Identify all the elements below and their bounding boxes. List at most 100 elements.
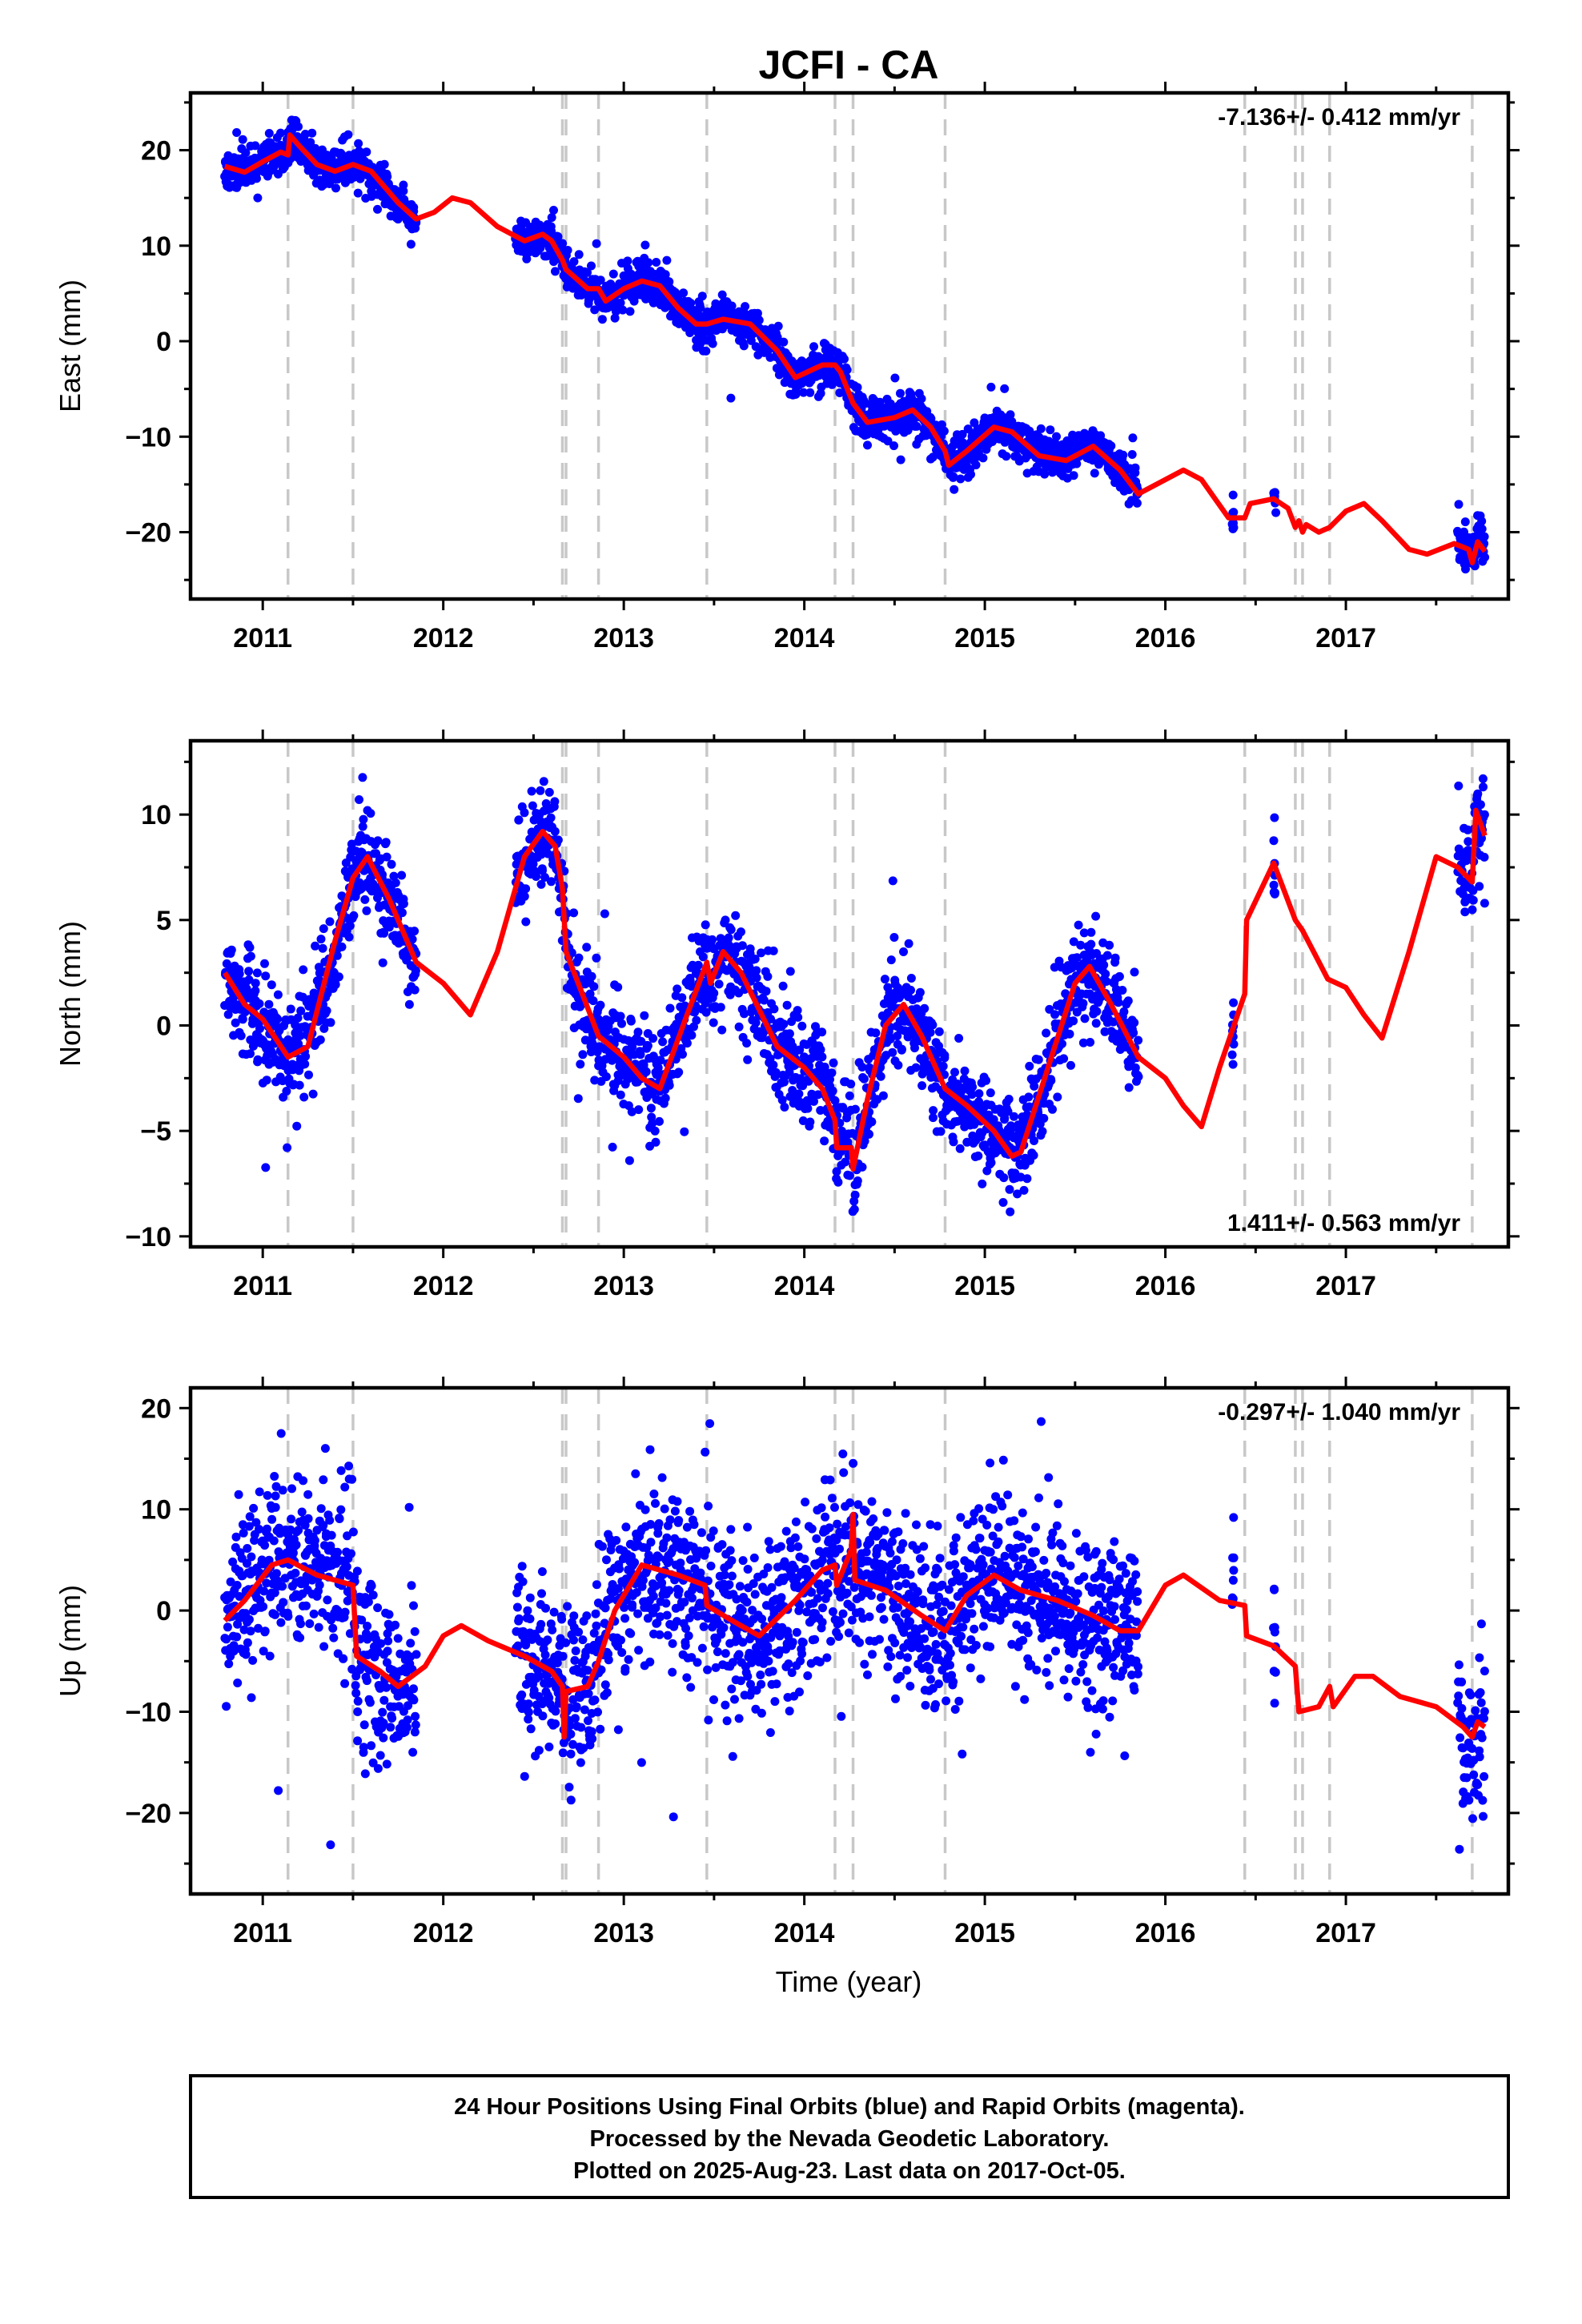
data-point — [1473, 789, 1483, 798]
data-point — [536, 1619, 546, 1629]
x-tick-label: 2016 — [1135, 1271, 1196, 1301]
data-point — [296, 1619, 305, 1629]
data-point — [906, 985, 915, 995]
data-point — [569, 257, 579, 267]
data-point — [1072, 459, 1082, 468]
data-point — [974, 1089, 984, 1099]
data-point — [798, 1116, 808, 1125]
data-point — [300, 130, 310, 139]
data-point — [411, 1711, 420, 1721]
data-point — [910, 1043, 919, 1053]
data-point — [557, 1614, 567, 1624]
y-tick-label: −20 — [125, 518, 171, 549]
data-point — [1069, 1016, 1078, 1026]
data-point — [1030, 1136, 1038, 1145]
data-point — [382, 1759, 391, 1769]
data-point — [950, 485, 959, 494]
data-point — [639, 1060, 648, 1070]
data-point — [888, 876, 897, 886]
data-point — [353, 1736, 363, 1746]
data-point — [346, 852, 355, 862]
data-point — [1100, 1027, 1110, 1036]
position-points — [220, 1417, 1489, 1854]
data-point — [264, 129, 274, 138]
data-point — [384, 1610, 394, 1619]
data-point — [373, 836, 383, 846]
data-point — [633, 1027, 643, 1037]
data-point — [857, 1063, 867, 1072]
data-point — [287, 1484, 296, 1494]
data-point — [880, 975, 889, 984]
data-point — [283, 1143, 292, 1152]
data-point — [693, 960, 703, 970]
data-point — [608, 269, 618, 279]
data-point — [381, 838, 391, 847]
data-point — [514, 1614, 524, 1623]
data-point — [264, 1555, 274, 1565]
data-point — [393, 1634, 403, 1643]
data-point — [678, 1050, 687, 1059]
data-point — [409, 203, 419, 212]
data-point — [616, 1011, 625, 1021]
data-point — [750, 955, 760, 963]
data-point — [640, 240, 650, 250]
data-point — [379, 1719, 388, 1727]
data-point — [315, 1035, 325, 1044]
data-point — [331, 183, 340, 193]
data-point — [300, 1521, 310, 1530]
data-point — [255, 1525, 263, 1534]
data-point — [1069, 937, 1078, 947]
data-point — [966, 469, 975, 479]
data-point — [697, 292, 707, 301]
data-point — [911, 1063, 921, 1072]
x-tick-label: 2017 — [1315, 623, 1376, 653]
data-point — [253, 1055, 263, 1064]
data-point — [886, 955, 896, 965]
data-point — [383, 1629, 392, 1638]
data-point — [613, 983, 623, 992]
data-point — [408, 1747, 418, 1757]
data-point — [769, 1004, 779, 1014]
data-point — [521, 1679, 531, 1689]
data-point — [721, 915, 730, 925]
x-tick-label: 2016 — [1135, 623, 1196, 653]
data-point — [255, 999, 264, 1008]
data-point — [319, 924, 328, 934]
data-point — [1477, 525, 1487, 533]
data-point — [968, 1082, 978, 1092]
x-tick-label: 2013 — [593, 623, 654, 653]
data-point — [940, 1051, 950, 1060]
data-point — [1229, 1039, 1239, 1049]
data-point — [883, 436, 893, 446]
data-point — [805, 1117, 815, 1127]
data-point — [825, 1075, 834, 1084]
data-point — [296, 1006, 306, 1015]
data-point — [331, 980, 340, 989]
data-point — [890, 373, 900, 383]
data-point — [512, 1602, 522, 1612]
data-point — [1000, 384, 1010, 393]
data-point — [592, 239, 601, 248]
data-point — [373, 1603, 383, 1613]
data-point — [785, 1029, 794, 1039]
data-point — [537, 1567, 547, 1576]
data-point — [698, 952, 708, 962]
y-tick-label: 0 — [156, 327, 171, 357]
data-point — [771, 1068, 781, 1077]
data-point — [525, 1614, 535, 1623]
data-point — [640, 1011, 649, 1020]
data-point — [359, 814, 368, 824]
data-point — [845, 1171, 854, 1180]
data-point — [295, 1031, 305, 1040]
data-point — [337, 942, 347, 951]
data-point — [778, 981, 788, 991]
data-point — [1460, 907, 1470, 917]
data-point — [271, 1610, 280, 1619]
data-point — [1059, 1054, 1069, 1063]
data-point — [291, 1540, 301, 1550]
data-point — [363, 1622, 372, 1630]
data-point — [949, 472, 958, 482]
data-point — [246, 951, 255, 961]
data-point — [857, 1162, 867, 1172]
data-point — [1134, 1035, 1143, 1045]
